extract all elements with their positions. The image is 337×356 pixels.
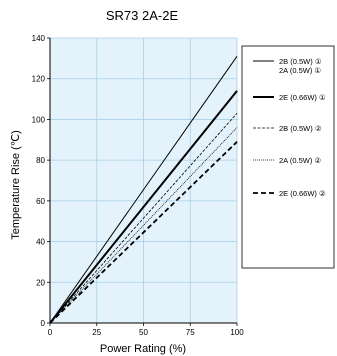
- y-tick-label-4: 80: [36, 156, 45, 165]
- y-tick-label-1: 20: [36, 278, 45, 287]
- legend-label-0: 2B (0.5W) ①: [279, 57, 322, 66]
- series-line-2: [49, 113, 238, 324]
- y-tick-label-5: 100: [32, 115, 46, 124]
- series-line-0: [49, 56, 238, 324]
- x-axis-label: Power Rating (%): [100, 343, 186, 355]
- series-line-1: [49, 90, 238, 324]
- legend-box: [241, 45, 335, 269]
- x-tick-label-1: 25: [92, 328, 101, 337]
- y-tick-label-2: 40: [36, 238, 45, 247]
- chart-title: SR73 2A-2E: [106, 8, 179, 23]
- legend-label-0-line2: 2A (0.5W) ①: [279, 66, 321, 75]
- x-tick-label-3: 75: [186, 328, 195, 337]
- legend-label-3: 2A (0.5W) ②: [279, 156, 321, 165]
- grid-lines: [50, 37, 238, 323]
- series-line-4: [49, 141, 238, 324]
- y-axis-label: Temperature Rise (℃): [10, 130, 22, 240]
- x-tick-label-2: 50: [139, 328, 148, 337]
- y-axis-ticks: 0 20 40 60 80 100 120 140: [32, 34, 50, 328]
- x-tick-label-0: 0: [48, 328, 53, 337]
- y-tick-label-0: 0: [41, 319, 46, 328]
- legend: 2B (0.5W) ①2A (0.5W) ① 2E (0.66W) ① 2B (0.…: [241, 45, 335, 269]
- y-tick-label-6: 120: [32, 75, 46, 84]
- legend-label-4: 2E (0.66W) ②: [279, 189, 326, 198]
- x-tick-label-4: 100: [230, 328, 244, 337]
- legend-label-2: 2B (0.5W) ②: [279, 124, 322, 133]
- series-lines: [49, 56, 238, 324]
- legend-label-1: 2E (0.66W) ①: [279, 93, 326, 102]
- y-tick-label-7: 140: [32, 34, 46, 43]
- y-tick-label-3: 60: [36, 197, 45, 206]
- x-axis-ticks: 0 25 50 75 100: [48, 323, 244, 337]
